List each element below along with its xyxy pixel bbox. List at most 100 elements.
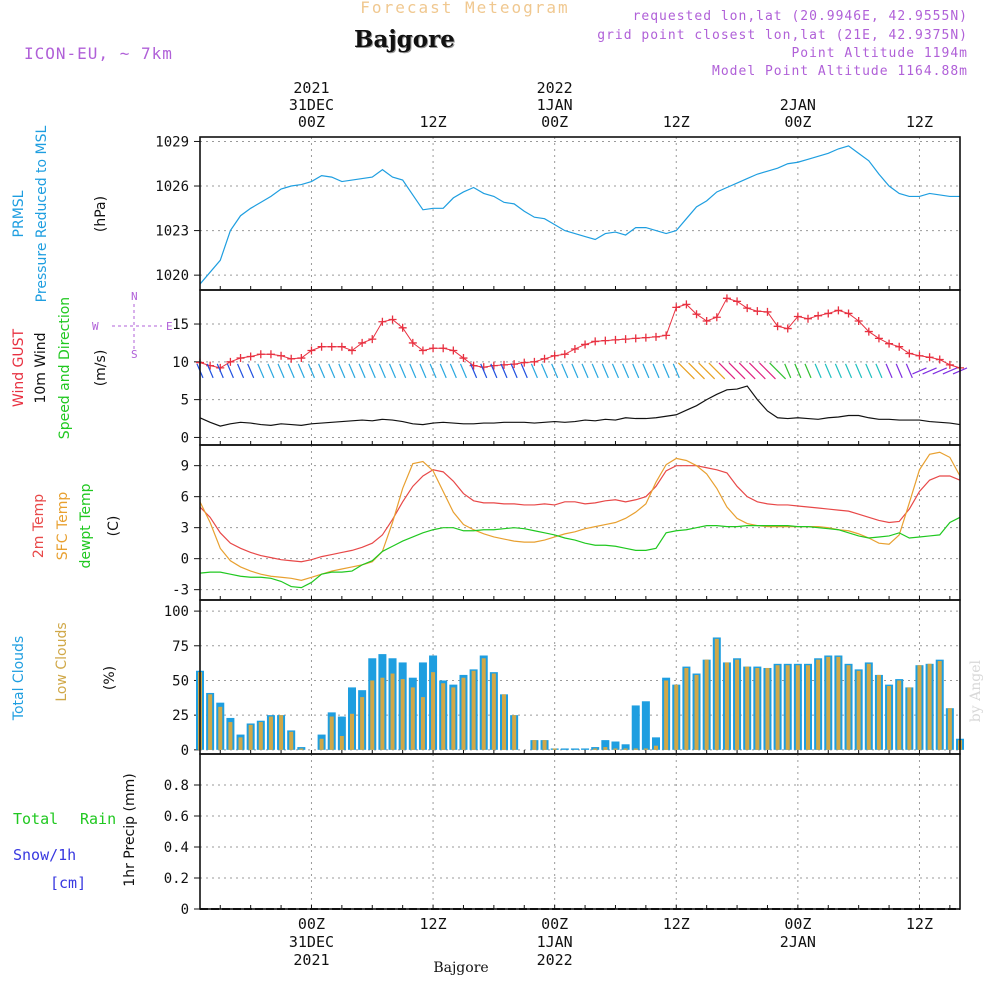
wind-direction-arrow [912,367,927,375]
y-tick-label: 3 [181,521,189,537]
wind-direction-arrow [814,363,822,379]
gust-marker [925,353,934,362]
low-clouds-bar [218,706,223,750]
gust-marker [348,346,356,355]
gust-marker [641,333,650,342]
gust-marker [287,354,296,363]
y-tick-label: 0 [181,552,189,568]
temp-unit: (C) [106,516,122,537]
gust-marker [226,357,235,366]
wind-direction-arrow [297,363,305,379]
wind-direction-arrow [844,363,853,379]
gust-marker [408,338,417,347]
top-time-label: 31DEC [289,96,334,114]
top-time-label: 00Z [298,113,325,131]
low-clouds-bar [765,667,770,750]
top-time-label: 2JAN [780,96,816,114]
low-clouds-bar [684,667,689,750]
wind-direction-arrow [601,363,609,379]
footer-station-name: Bajgore [433,960,488,976]
gust-marker [885,339,894,348]
wind-unit: (m/s) [93,350,109,387]
wind-direction-arrow [662,363,670,379]
wind-direction-arrow [748,362,766,380]
gust-marker [763,307,772,316]
wind-direction-arrow [490,363,498,379]
gust-marker [378,317,387,326]
gust-marker [793,312,802,321]
wind-direction-arrow [622,363,630,379]
precip-cm-label: [cm] [50,874,86,892]
y-tick-label: 0.6 [164,809,189,825]
low-clouds-bar [866,663,871,750]
bottom-time-label: 12Z [420,915,447,933]
low-clouds-bar [431,672,436,750]
y-tick-label: 75 [172,639,189,655]
gust-marker [277,351,286,360]
wind-direction-arrow [834,363,842,379]
y-tick-label: 0.2 [164,871,189,887]
t2m-label: 2m Temp [31,494,47,558]
top-time-label: 12Z [663,113,690,131]
y-tick-label: 25 [172,708,189,724]
low-clouds-bar [279,715,284,750]
gust-marker [317,342,326,351]
gust-marker [834,306,843,315]
gust-marker [905,349,914,358]
gust-marker [712,313,721,322]
gust-label: Wind GUST [11,328,27,407]
y-tick-label: 1020 [155,268,189,284]
wind-direction-arrow [688,362,705,380]
low-clouds-bar [319,738,324,750]
gust-marker [722,294,731,303]
gust-marker [591,337,600,346]
gust-marker [581,340,590,349]
bottom-time-label: 12Z [663,915,690,933]
wind-direction-arrow [698,362,716,380]
total-clouds-bar [560,748,569,750]
gust-marker [246,352,255,361]
wind-direction-arrow [738,362,756,380]
wind-speed-line [199,385,961,427]
gust-marker [236,354,245,363]
wind-direction-arrow [865,363,873,379]
gust-marker [418,346,427,355]
bottom-time-label: 1JAN [537,933,573,951]
wind-direction-arrow [520,363,528,379]
low-clouds-bar [208,694,213,750]
compass-s: S [131,348,138,361]
gust-marker [804,314,812,323]
low-clouds-bar [876,674,881,750]
wind-direction-arrow [855,363,863,379]
pressure-series-line [199,145,960,285]
total-clouds-bar [601,740,610,750]
sfc-label: SFC Temp [55,492,71,561]
low-clouds-bar [643,748,648,750]
wind-direction-arrow [419,363,427,379]
wind-direction-arrow [358,363,366,379]
top-time-label: 00Z [541,113,568,131]
gust-marker [631,334,640,343]
gust-marker [895,342,904,351]
compass-e: E [166,320,173,333]
wind-direction-arrow [267,363,275,379]
low-clouds-bar [806,665,810,750]
gust-marker [266,350,275,359]
wind-direction-arrow [728,362,746,380]
y-tick-label: 0 [181,902,189,918]
low-clouds-bar [512,715,517,750]
low-clouds-bar [552,748,557,750]
low-clouds-bar [593,748,598,750]
low-clouds-bar [380,677,385,750]
gust-marker [874,334,883,343]
low-clouds-bar [887,686,892,750]
low-clouds-bar [400,679,405,750]
gust-marker [611,335,620,344]
wind-direction-label: Speed and Direction [57,297,73,439]
gust-marker [550,351,559,360]
wind-direction-arrow [449,363,457,379]
low-clouds-bar [451,687,456,750]
y-tick-label: 0.4 [164,840,189,856]
gust-marker [307,346,316,355]
low-clouds-bar [441,683,446,750]
